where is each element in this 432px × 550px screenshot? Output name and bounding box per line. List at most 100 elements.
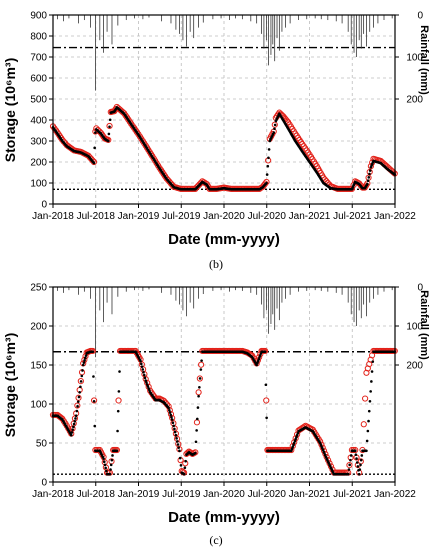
observed-point — [118, 370, 121, 373]
simulated-point — [115, 397, 122, 404]
observed-point — [359, 458, 363, 462]
observed-point — [71, 428, 74, 431]
observed-point — [367, 176, 371, 179]
observed-point — [74, 417, 77, 420]
observed-point — [168, 408, 171, 412]
x-tick-label: Jul-2018 — [77, 211, 116, 222]
observed-point — [356, 465, 360, 468]
x-tick-label: Jan-2018 — [32, 489, 74, 500]
observed-point — [169, 413, 173, 417]
observed-point — [108, 118, 112, 122]
y-tick-label: 150 — [30, 361, 47, 372]
observed-point — [179, 464, 183, 467]
observed-point — [263, 350, 267, 354]
observed-point — [139, 362, 143, 366]
y-tick-label: 50 — [36, 439, 48, 450]
observed-point — [92, 161, 96, 165]
simulated-point — [367, 163, 374, 170]
y-tick-label: 100 — [30, 400, 47, 411]
observed-point — [142, 370, 145, 374]
simulated-point — [360, 421, 367, 428]
simulated-point — [263, 397, 270, 404]
simulated-point — [90, 158, 98, 166]
observed-point — [295, 435, 298, 439]
observed-point — [78, 391, 81, 394]
observed-point — [290, 447, 294, 451]
panel-label-c: (c) — [209, 533, 223, 547]
observed-point — [109, 468, 112, 471]
observed-point — [370, 380, 373, 383]
observed-point — [295, 433, 299, 437]
observed-point — [353, 449, 357, 453]
observed-point — [111, 454, 114, 457]
y2-axis-label: Rainfall (mm) — [418, 25, 430, 95]
observed-point — [81, 369, 84, 372]
observed-point — [292, 443, 295, 447]
observed-point — [143, 376, 147, 380]
observed-point — [116, 429, 119, 433]
plot-frame — [52, 14, 396, 205]
observed-point — [369, 390, 372, 393]
y-tick-label: 0 — [41, 478, 47, 489]
simulated-point — [271, 121, 278, 128]
x-tick-label: Jan-2021 — [289, 211, 331, 222]
y-tick-label: 400 — [30, 116, 47, 127]
simulated-point — [75, 394, 82, 401]
x-tick-label: Jan-2022 — [374, 489, 416, 500]
observed-point — [368, 172, 371, 176]
observed-point — [198, 386, 201, 389]
observed-point — [178, 449, 181, 453]
observed-point — [144, 379, 147, 382]
observed-point — [348, 463, 351, 467]
observed-point — [81, 363, 85, 367]
chart-panel-1: Jan-2018 Jul-2018 Jan-2019 Jul-2019 Jan-2020… — [2, 283, 430, 527]
observed-point — [170, 418, 174, 421]
x-tick-label: Jul-2021 — [333, 211, 372, 222]
observed-point — [72, 425, 75, 429]
x-tick-label: Jul-2020 — [248, 211, 287, 222]
x-tick-label: Jul-2020 — [248, 489, 287, 500]
observed-point — [273, 123, 277, 127]
plot-frame — [52, 286, 396, 483]
observed-point — [91, 350, 95, 354]
y-tick-label: 300 — [30, 137, 47, 148]
observed-point — [147, 387, 150, 390]
observed-point — [79, 385, 82, 389]
y2-axis-label: Rainfall (mm) — [418, 290, 430, 360]
observed-point — [168, 411, 172, 414]
observed-point — [142, 373, 146, 377]
observed-point — [93, 146, 96, 150]
observed-point — [368, 169, 372, 172]
observed-point — [370, 370, 374, 373]
observed-point — [198, 377, 202, 380]
observed-point — [174, 433, 178, 437]
observed-point — [105, 469, 108, 473]
observed-point — [349, 454, 353, 457]
observed-point — [172, 424, 175, 428]
observed-point — [70, 431, 74, 434]
observed-point — [265, 173, 269, 176]
observed-point — [366, 429, 370, 433]
observed-point — [84, 356, 87, 360]
observed-point — [117, 390, 121, 393]
y2-tick-label: 0 — [417, 283, 423, 294]
observed-point — [358, 468, 362, 471]
y-tick-label: 900 — [30, 11, 47, 22]
observed-point — [84, 354, 88, 357]
x-tick-label: Jan-2020 — [203, 211, 245, 222]
observed-point — [146, 385, 150, 388]
observed-point — [354, 453, 358, 457]
simulated-point — [193, 419, 201, 426]
observed-point — [74, 414, 78, 418]
observed-point — [176, 443, 180, 446]
y-tick-label: 200 — [30, 322, 47, 333]
y2-tick-label: 0 — [417, 11, 423, 22]
simulated-point — [192, 449, 199, 456]
observed-point — [103, 463, 107, 467]
observed-point — [93, 424, 97, 428]
observed-point — [72, 422, 76, 426]
observed-point — [194, 440, 198, 444]
observed-point — [366, 179, 370, 182]
x-tick-label: Jan-2020 — [203, 489, 245, 500]
observed-point — [108, 125, 111, 129]
